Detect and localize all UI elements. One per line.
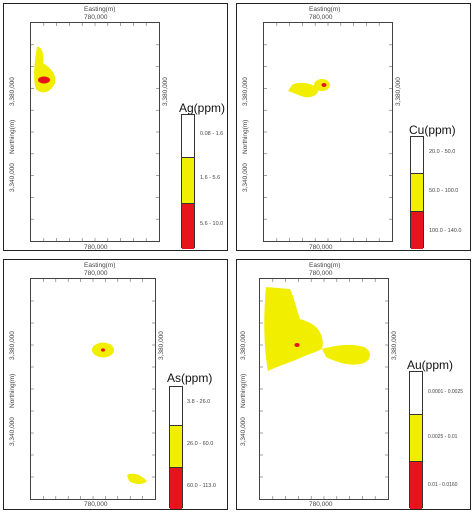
legend-range-high: 0.01 - 0.0160: [428, 482, 458, 488]
northing-value-right: 3,380,000: [391, 331, 398, 360]
legend-range-mid: 50.0 - 100.0: [429, 188, 459, 194]
easting-label: Easting(m): [84, 6, 116, 13]
frame-ticks: [31, 23, 159, 241]
legend-range-high: 60.0 - 113.0: [187, 483, 216, 489]
map-panel-au: Easting(m) 780,000 3,380,000 Northing(m)…: [236, 259, 471, 510]
map-frame: [263, 22, 393, 242]
legend-swatch-high: [411, 211, 423, 249]
anomaly-layer: [92, 342, 147, 484]
legend-range-high: 100.0 - 140.0: [429, 228, 462, 234]
map-panel-ag: Easting(m) 780,000 3,380,000 Northing(m)…: [3, 3, 228, 251]
anomaly-layer: [288, 79, 330, 98]
easting-label: Easting(m): [84, 262, 116, 269]
frame-ticks: [260, 279, 388, 499]
legend-swatch-high: [182, 203, 194, 249]
frame-ticks: [31, 279, 155, 499]
northing-value-upper: 3,380,000: [240, 331, 247, 360]
legend-bar: [181, 114, 195, 249]
legend-swatch-mid: [182, 157, 194, 203]
northing-value-lower: 3,340,000: [240, 417, 247, 446]
legend-swatch-high: [410, 461, 422, 509]
northing-value-lower: 3,340,000: [242, 163, 249, 192]
legend-title: Au(ppm): [407, 358, 454, 372]
anomaly-layer: [34, 46, 56, 93]
as-anomaly-mid-b: [127, 473, 147, 484]
legend-swatch-high: [170, 467, 182, 509]
au-anomaly-mid: [264, 287, 323, 371]
legend-swatch-low: [411, 137, 423, 173]
legend-range-mid: 26.0 - 60.0: [187, 441, 214, 447]
easting-top-value: 780,000: [309, 14, 333, 21]
legend-range-low: 20.0 - 50.0: [429, 149, 456, 155]
easting-bottom-value: 780,000: [84, 501, 108, 508]
map-frame: [30, 278, 156, 500]
northing-value-upper: 3,380,000: [9, 77, 16, 106]
northing-label: Northing(m): [9, 373, 16, 408]
legend-swatch-mid: [411, 173, 423, 211]
northing-value-right: 3,380,000: [162, 77, 169, 106]
anomaly-layer: [264, 287, 370, 371]
easting-top-value: 780,000: [84, 270, 108, 277]
northing-label: Northing(m): [9, 119, 16, 154]
easting-top-value: 780,000: [84, 14, 108, 21]
legend-title: Cu(ppm): [409, 123, 456, 137]
cu-anomaly-mid-a: [288, 82, 319, 98]
legend-bar: [410, 136, 424, 249]
au-anomaly-high: [294, 343, 300, 347]
au-anomaly-mid-east: [322, 344, 370, 365]
legend-range-low: 0.08 - 1.6: [200, 131, 224, 137]
map-frame: [259, 278, 389, 500]
map-panel-cu: Easting(m) 780,000 3,380,000 Northing(m)…: [236, 3, 471, 251]
legend-title: Ag(ppm): [179, 101, 226, 115]
legend-swatch-low: [170, 387, 182, 425]
legend-bar: [169, 386, 183, 509]
legend-bar: [409, 371, 423, 509]
easting-bottom-value: 780,000: [84, 244, 108, 251]
legend-range-mid: 0.0025 - 0.01: [428, 434, 458, 440]
ag-anomaly-high: [38, 76, 50, 84]
easting-bottom-value: 780,000: [309, 244, 333, 251]
legend-range-high: 5.6 - 10.0: [200, 221, 224, 227]
legend-swatch-low: [410, 372, 422, 414]
northing-value-right: 3,380,000: [395, 77, 402, 106]
map-frame: [30, 22, 160, 242]
legend-swatch-mid: [170, 425, 182, 467]
legend-range-low: 0.0001 - 0.0025: [428, 389, 464, 395]
map-panel-as: Easting(m) 780,000 3,380,000 Northing(m)…: [3, 259, 228, 510]
legend-range-low: 3.8 - 26.0: [187, 399, 211, 405]
northing-value-lower: 3,340,000: [9, 417, 16, 446]
legend-title: As(ppm): [167, 371, 213, 385]
legend-range-mid: 1.6 - 5.6: [200, 175, 221, 181]
northing-value-right: 3,380,000: [158, 331, 165, 360]
easting-label: Easting(m): [309, 262, 341, 269]
frame-ticks: [264, 23, 392, 241]
northing-label: Northing(m): [242, 119, 249, 154]
legend-swatch-low: [182, 115, 194, 157]
easting-top-value: 780,000: [309, 270, 333, 277]
northing-label: Northing(m): [240, 373, 247, 408]
easting-bottom-value: 780,000: [309, 501, 333, 508]
northing-value-upper: 3,380,000: [242, 77, 249, 106]
easting-label: Easting(m): [309, 6, 341, 13]
legend-swatch-mid: [410, 414, 422, 461]
northing-value-lower: 3,340,000: [9, 163, 16, 192]
northing-value-upper: 3,380,000: [9, 331, 16, 360]
as-anomaly-high: [101, 348, 105, 352]
cu-anomaly-high: [321, 83, 327, 87]
